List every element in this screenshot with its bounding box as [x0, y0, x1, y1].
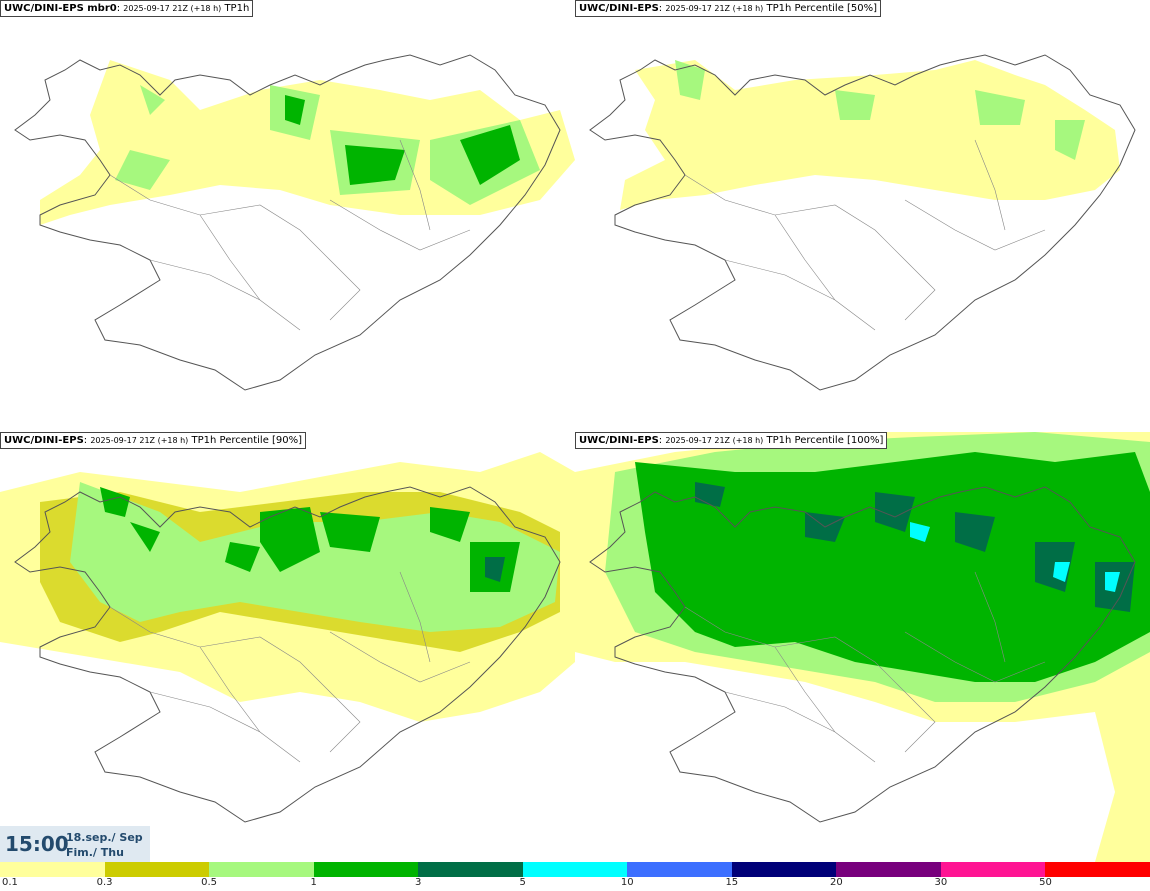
product-name: TP1h Percentile [50%]	[766, 3, 878, 14]
run-time: 2025-09-17 21Z (+18 h)	[90, 436, 189, 445]
legend-tick-label: 3	[414, 877, 422, 888]
legend-swatch	[522, 862, 628, 877]
map-panel-p90: UWC/DINI-EPS: 2025-09-17 21Z (+18 h) TP1…	[0, 432, 575, 862]
legend-swatch	[104, 862, 210, 877]
map-panel-member0: UWC/DINI-EPS mbr0: 2025-09-17 21Z (+18 h…	[0, 0, 575, 430]
map-panel-p100: UWC/DINI-EPS: 2025-09-17 21Z (+18 h) TP1…	[575, 432, 1150, 862]
run-time: 2025-09-17 21Z (+18 h)	[665, 4, 764, 13]
precip-map-member0	[14, 54, 575, 391]
precip-map-p100	[575, 432, 1150, 862]
legend-tick-label: 50	[1039, 877, 1052, 888]
legend-swatch	[313, 862, 419, 877]
legend-tick-label: 15	[725, 877, 739, 888]
legend-tick-label: 0.5	[201, 877, 218, 888]
panel-title: UWC/DINI-EPS: 2025-09-17 21Z (+18 h) TP1…	[575, 432, 888, 449]
legend-swatch	[836, 862, 941, 877]
legend-swatch	[940, 862, 1046, 877]
valid-date: 18.sep./ Sep	[66, 831, 143, 844]
legend-swatch	[731, 862, 837, 877]
product-name: TP1h Percentile [90%]	[191, 435, 303, 446]
legend-labels: 0.1 0.3 0.5 1 3 5 10 15 20 30 50	[0, 877, 1150, 891]
valid-time-box	[0, 826, 150, 862]
valid-day: Fim./ Thu	[66, 846, 124, 859]
precip-map-p90	[0, 452, 575, 823]
run-time: 2025-09-17 21Z (+18 h)	[665, 436, 764, 445]
legend-swatch	[0, 862, 105, 877]
panel-title: UWC/DINI-EPS mbr0: 2025-09-17 21Z (+18 h…	[0, 0, 254, 17]
model-name: UWC/DINI-EPS	[579, 3, 659, 14]
legend-tick-label: 5	[519, 877, 526, 888]
product-name: TP1h Percentile [100%]	[766, 435, 884, 446]
panel-title: UWC/DINI-EPS: 2025-09-17 21Z (+18 h) TP1…	[0, 432, 307, 449]
color-legend	[0, 862, 1150, 877]
legend-swatch	[1045, 862, 1150, 877]
product-name: TP1h	[224, 3, 250, 14]
legend-tick-label: 30	[934, 877, 948, 888]
model-name: UWC/DINI-EPS mbr0	[4, 3, 117, 14]
valid-time: 15:00	[5, 832, 69, 856]
legend-tick-label: 20	[829, 877, 843, 888]
map-panel-p50: UWC/DINI-EPS: 2025-09-17 21Z (+18 h) TP1…	[575, 0, 1150, 430]
legend-tick-label: 0.3	[96, 877, 113, 888]
run-time: 2025-09-17 21Z (+18 h)	[123, 4, 222, 13]
legend-tick-label: 1	[310, 877, 317, 888]
legend-swatch	[418, 862, 523, 877]
precip-map-p50	[589, 54, 1136, 391]
legend-swatch	[209, 862, 314, 877]
model-name: UWC/DINI-EPS	[4, 435, 84, 446]
model-name: UWC/DINI-EPS	[579, 435, 659, 446]
legend-tick-label: 0.1	[2, 877, 18, 888]
legend-tick-label: 10	[620, 877, 634, 888]
legend-swatch	[627, 862, 732, 877]
panel-title: UWC/DINI-EPS: 2025-09-17 21Z (+18 h) TP1…	[575, 0, 882, 17]
